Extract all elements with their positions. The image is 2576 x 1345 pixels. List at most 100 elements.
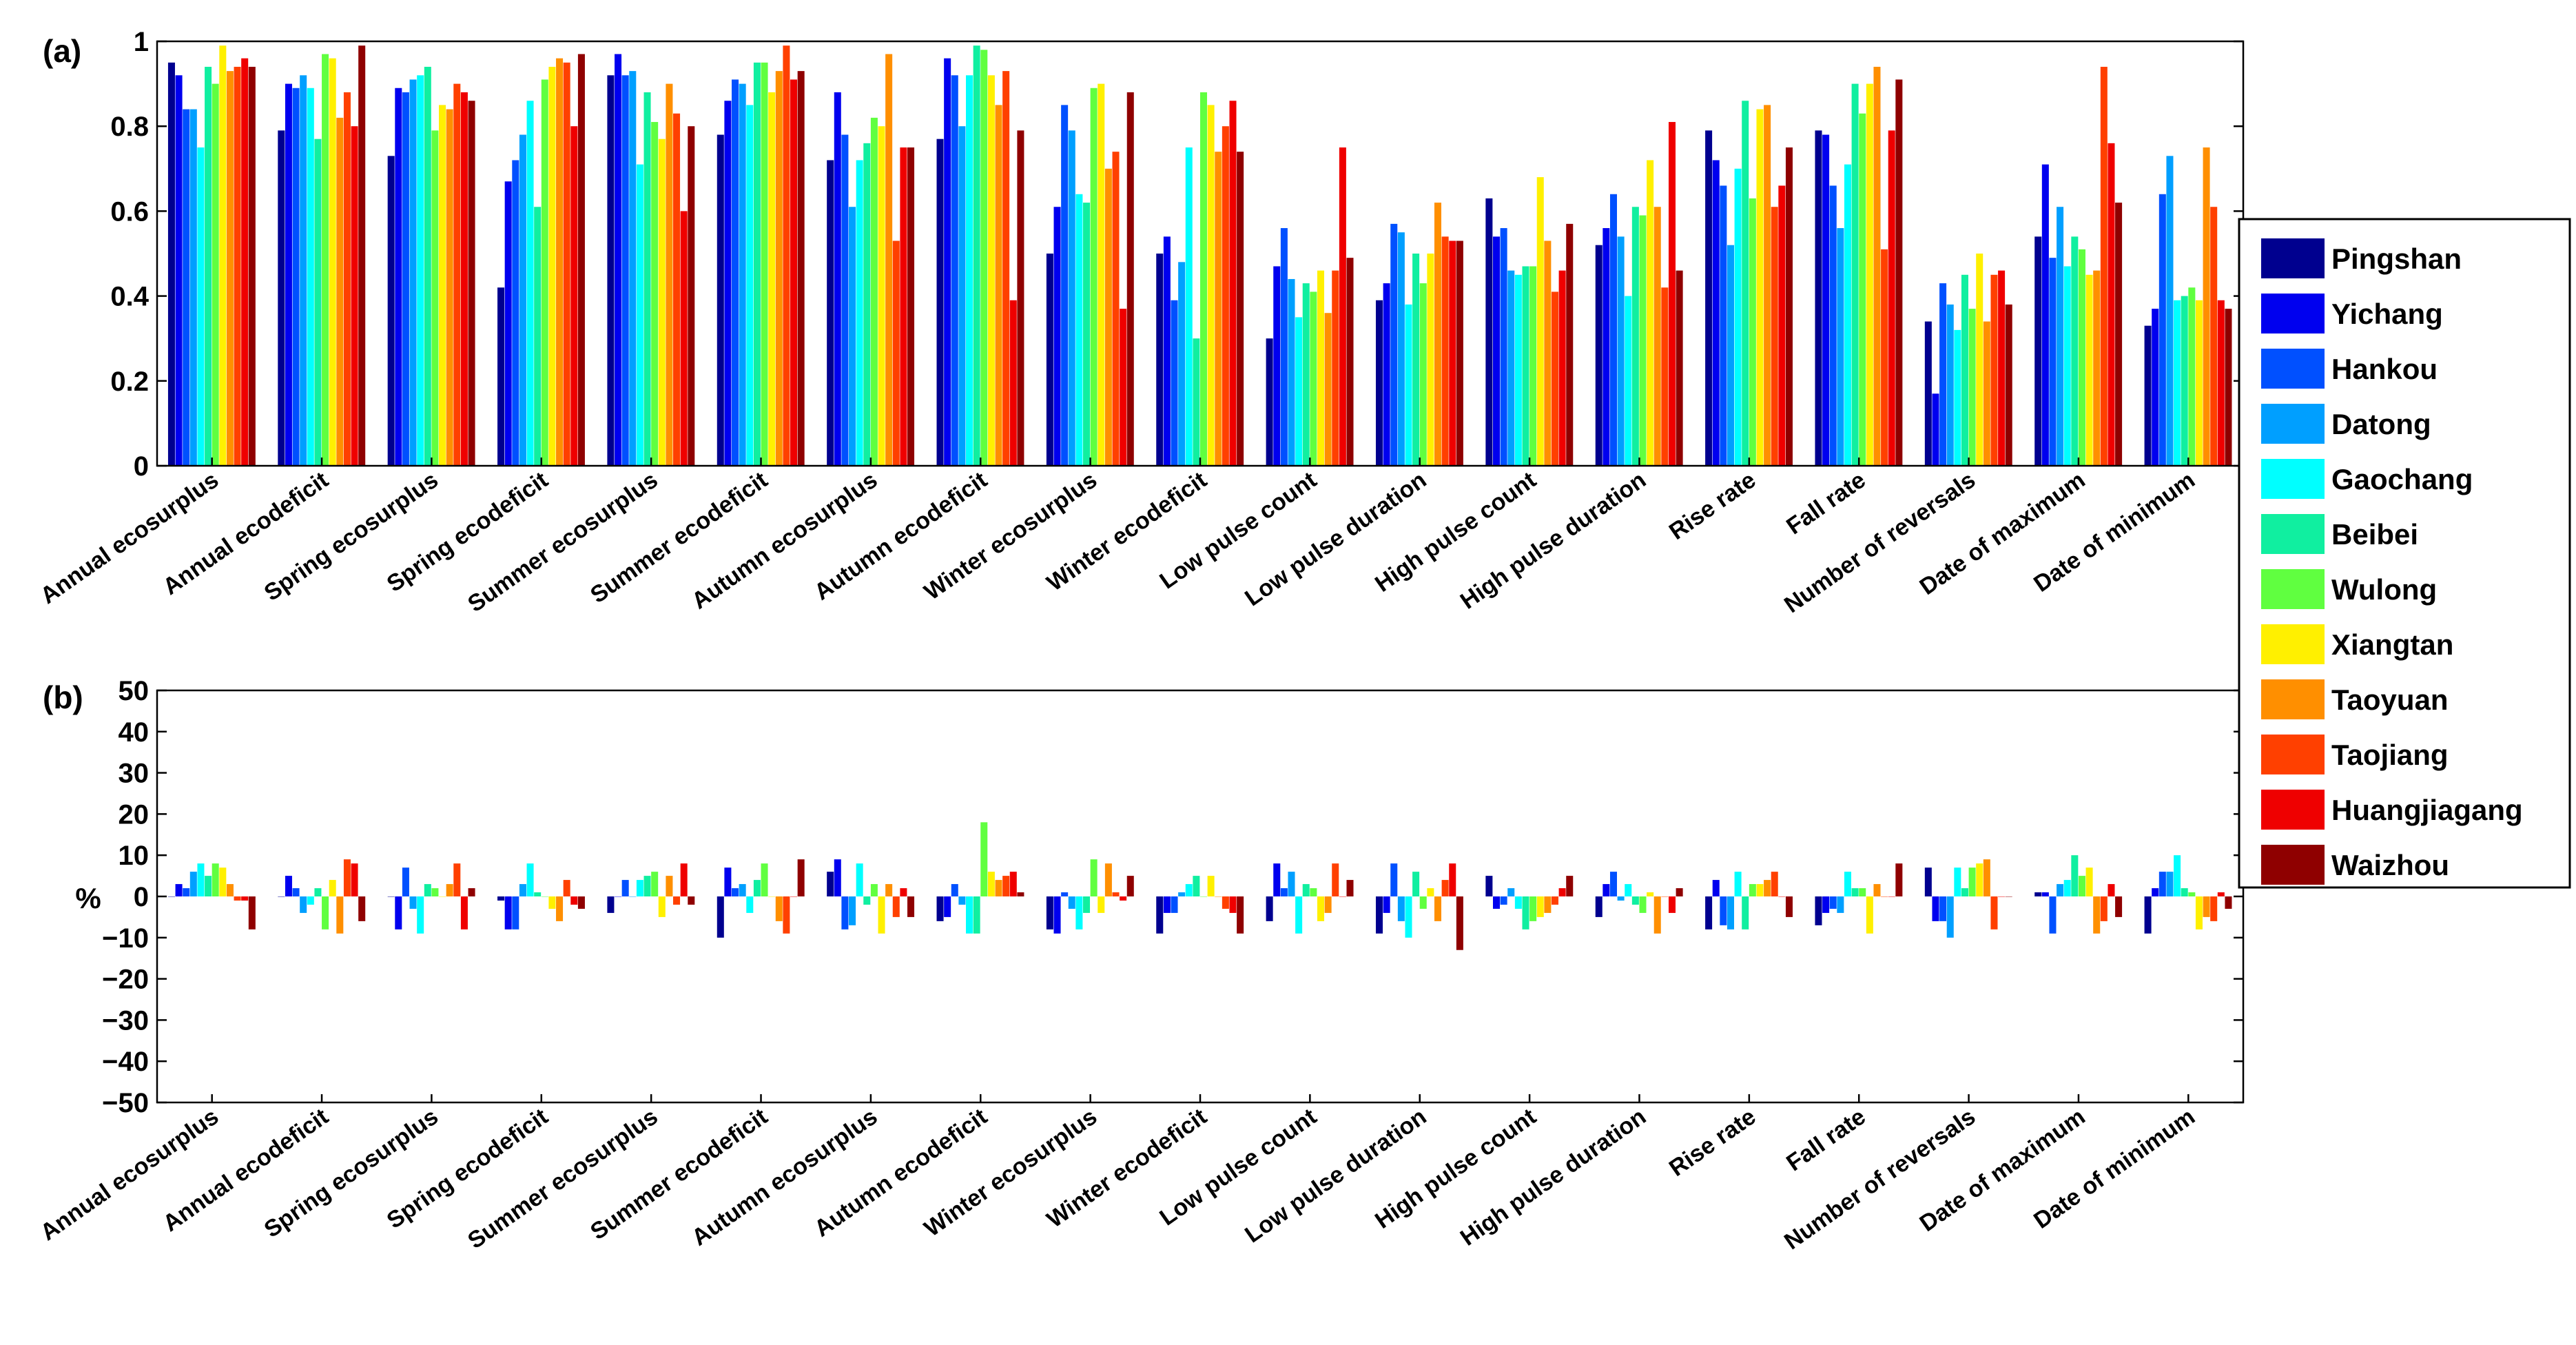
bar-huangjiagang-autumn-ecodeficit <box>1009 872 1017 896</box>
bar-gaochang-autumn-ecodeficit <box>966 896 973 934</box>
bar-hankou-annual-ecosurplus <box>183 109 190 466</box>
legend-label-beibei: Beibei <box>2331 518 2418 551</box>
bar-yichang-spring-ecodeficit <box>504 181 512 466</box>
bar-taoyuan-rise-rate <box>1764 105 1771 466</box>
bar-datong-winter-ecodeficit <box>1178 262 1186 466</box>
bar-taoyuan-spring-ecosurplus <box>446 109 453 466</box>
bar-xiangtan-summer-ecosurplus <box>658 138 666 466</box>
bar-beibei-spring-ecosurplus <box>424 884 431 896</box>
bar-huangjiagang-winter-ecosurplus <box>1120 896 1127 901</box>
bar-hankou-fall-rate <box>1829 896 1837 909</box>
ytick-label: 30 <box>119 759 150 789</box>
bar-wulong-high-pulse-duration <box>1639 215 1647 466</box>
bar-huangjiagang-annual-ecosurplus <box>241 896 249 901</box>
ytick-label: −50 <box>102 1088 149 1118</box>
bar-hankou-date-of-minimum <box>2158 194 2166 466</box>
bar-xiangtan-low-pulse-duration <box>1427 254 1434 466</box>
legend-label-datong: Datong <box>2331 408 2431 440</box>
bar-datong-low-pulse-duration <box>1397 896 1405 921</box>
bar-taojiang-rise-rate <box>1771 872 1778 896</box>
bar-xiangtan-date-of-maximum <box>2085 274 2093 466</box>
bar-wulong-winter-ecosurplus <box>1090 88 1098 466</box>
bar-hankou-high-pulse-count <box>1500 228 1507 466</box>
bar-gaochang-autumn-ecosurplus <box>856 160 863 466</box>
bar-wulong-autumn-ecosurplus <box>870 884 878 896</box>
bar-yichang-date-of-maximum <box>2041 164 2049 466</box>
bar-datong-autumn-ecosurplus <box>849 207 856 466</box>
ytick-label: 50 <box>119 676 150 706</box>
bar-yichang-summer-ecosurplus <box>615 54 622 466</box>
bar-wulong-rise-rate <box>1749 198 1756 466</box>
panel-label-b: (b) <box>43 679 83 715</box>
bar-pingshan-summer-ecodeficit <box>717 134 724 466</box>
bar-waizhou-autumn-ecodeficit <box>1017 130 1024 466</box>
bar-huangjiagang-summer-ecosurplus <box>680 211 688 466</box>
bar-waizhou-autumn-ecodeficit <box>1017 892 1024 896</box>
bar-gaochang-spring-ecosurplus <box>417 896 424 934</box>
bar-wulong-annual-ecodeficit <box>322 54 329 466</box>
bar-taojiang-low-pulse-count <box>1332 863 1339 896</box>
bar-taoyuan-summer-ecodeficit <box>775 71 783 466</box>
bar-huangjiagang-high-pulse-count <box>1558 888 1566 896</box>
bar-taojiang-annual-ecodeficit <box>343 92 351 466</box>
bar-wulong-annual-ecodeficit <box>322 896 329 930</box>
bar-hankou-summer-ecodeficit <box>732 888 739 896</box>
bar-taojiang-spring-ecodeficit <box>563 62 570 466</box>
bar-taoyuan-low-pulse-count <box>1324 896 1332 913</box>
bar-yichang-autumn-ecosurplus <box>834 859 841 896</box>
bar-gaochang-low-pulse-duration <box>1405 896 1412 938</box>
bar-wulong-rise-rate <box>1749 884 1756 896</box>
bar-beibei-high-pulse-duration <box>1631 207 1639 466</box>
bar-datong-date-of-maximum <box>2057 884 2064 896</box>
bar-taoyuan-winter-ecodeficit <box>1215 152 1222 466</box>
bar-pingshan-winter-ecosurplus <box>1046 896 1053 930</box>
bar-xiangtan-rise-rate <box>1756 884 1764 896</box>
bar-taojiang-number-of-reversals <box>1990 274 1998 466</box>
bar-xiangtan-annual-ecodeficit <box>329 58 336 466</box>
bar-waizhou-high-pulse-duration <box>1676 888 1683 896</box>
bar-yichang-winter-ecosurplus <box>1053 207 1061 466</box>
legend-label-xiangtan: Xiangtan <box>2331 628 2453 661</box>
bar-beibei-winter-ecosurplus <box>1083 896 1091 913</box>
bar-datong-summer-ecosurplus <box>629 71 637 466</box>
bar-beibei-winter-ecodeficit <box>1193 338 1200 466</box>
bar-huangjiagang-low-pulse-count <box>1339 147 1346 466</box>
legend-label-waizhou: Waizhou <box>2331 849 2449 881</box>
bar-huangjiagang-annual-ecodeficit <box>351 863 358 896</box>
bar-waizhou-fall-rate <box>1895 863 1903 896</box>
bar-xiangtan-high-pulse-count <box>1536 896 1544 917</box>
bar-wulong-summer-ecosurplus <box>651 872 659 896</box>
bar-beibei-high-pulse-count <box>1522 896 1529 930</box>
bar-wulong-spring-ecosurplus <box>431 888 439 896</box>
bar-datong-annual-ecodeficit <box>300 896 307 913</box>
bar-gaochang-summer-ecosurplus <box>636 164 643 466</box>
bar-gaochang-spring-ecodeficit <box>526 101 534 466</box>
bar-yichang-winter-ecodeficit <box>1163 236 1171 466</box>
bar-huangjiagang-fall-rate <box>1888 130 1895 466</box>
bar-beibei-low-pulse-count <box>1302 283 1310 466</box>
bar-datong-spring-ecosurplus <box>409 896 417 909</box>
bar-pingshan-winter-ecosurplus <box>1046 254 1053 466</box>
bar-pingshan-spring-ecosurplus <box>387 896 395 897</box>
bar-datong-spring-ecodeficit <box>519 884 526 896</box>
bar-pingshan-low-pulse-duration <box>1375 896 1383 934</box>
bar-taojiang-winter-ecosurplus <box>1112 892 1120 896</box>
bar-xiangtan-winter-ecosurplus <box>1098 83 1105 466</box>
bar-hankou-annual-ecodeficit <box>292 88 300 466</box>
bar-xiangtan-high-pulse-duration <box>1647 892 1654 896</box>
bar-taoyuan-date-of-maximum <box>2093 896 2101 934</box>
bar-beibei-autumn-ecodeficit <box>973 896 980 934</box>
bar-xiangtan-summer-ecodeficit <box>768 92 776 466</box>
bar-huangjiagang-autumn-ecosurplus <box>900 888 907 896</box>
bar-wulong-autumn-ecodeficit <box>980 822 988 896</box>
bar-gaochang-summer-ecodeficit <box>746 896 754 913</box>
bar-wulong-annual-ecosurplus <box>212 863 219 896</box>
bar-xiangtan-annual-ecodeficit <box>329 880 336 896</box>
bar-taoyuan-winter-ecosurplus <box>1104 863 1112 896</box>
bar-hankou-date-of-maximum <box>2049 258 2057 466</box>
legend-swatch-xiangtan <box>2261 624 2325 664</box>
bar-datong-autumn-ecosurplus <box>849 896 856 925</box>
bar-huangjiagang-summer-ecodeficit <box>790 79 798 466</box>
bar-hankou-spring-ecosurplus <box>402 92 409 466</box>
